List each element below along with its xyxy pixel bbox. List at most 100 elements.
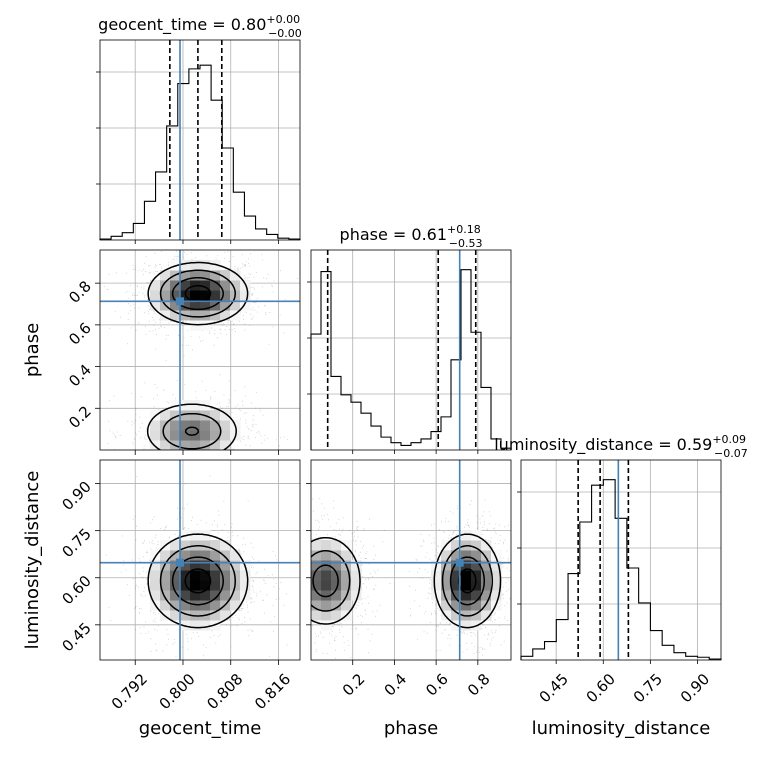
density-cell bbox=[160, 590, 171, 601]
density-cell bbox=[170, 280, 181, 291]
x-axis-label-luminosity_distance: luminosity_distance bbox=[532, 718, 711, 739]
histogram-panel-phase: phase = 0.61+0.18 −0.53 bbox=[307, 223, 512, 454]
density-cell bbox=[190, 550, 201, 561]
density-cell bbox=[170, 610, 181, 621]
density-cell bbox=[200, 270, 211, 281]
x-axis-label-phase: phase bbox=[384, 718, 438, 739]
density-cell bbox=[180, 610, 191, 621]
density-cell bbox=[331, 610, 342, 621]
density-cell bbox=[481, 590, 492, 601]
density-cell bbox=[341, 570, 352, 581]
density-cell bbox=[200, 260, 211, 271]
y-axis-label-luminosity_distance: luminosity_distance bbox=[22, 471, 43, 650]
density-cell bbox=[170, 540, 181, 551]
density-cell bbox=[180, 600, 191, 611]
density-cell bbox=[210, 580, 221, 591]
density-cell bbox=[160, 600, 171, 611]
tick-label-x: 0.60 bbox=[583, 670, 619, 706]
density-cell bbox=[210, 570, 221, 581]
x-axis-label-geocent_time: geocent_time bbox=[139, 718, 262, 739]
density-cell bbox=[170, 560, 181, 571]
density-cell bbox=[170, 550, 181, 561]
density-cell bbox=[160, 310, 171, 321]
density-cell bbox=[230, 550, 241, 561]
density-cell bbox=[190, 530, 201, 541]
density-cell bbox=[321, 600, 332, 611]
density-cell bbox=[321, 580, 332, 591]
density-cell bbox=[160, 580, 171, 591]
2d-frame-geocent_time_phase bbox=[99, 249, 301, 451]
density-cell bbox=[170, 310, 181, 321]
density-cell bbox=[481, 600, 492, 611]
density-cell bbox=[170, 590, 181, 601]
density-cell bbox=[240, 570, 251, 581]
density-cell bbox=[210, 270, 221, 281]
density-cell bbox=[230, 270, 241, 281]
density-cell bbox=[461, 580, 472, 591]
density-cell bbox=[321, 550, 332, 561]
density-cell bbox=[190, 440, 201, 450]
density-cell bbox=[230, 590, 241, 601]
density-cell bbox=[200, 290, 211, 301]
density-cell bbox=[441, 560, 452, 571]
density-cell bbox=[150, 440, 161, 450]
density-cell bbox=[220, 280, 231, 291]
density-cell bbox=[441, 550, 452, 561]
tick-label-x: 0.4 bbox=[381, 670, 411, 700]
density-cell bbox=[170, 600, 181, 611]
density-cell bbox=[190, 270, 201, 281]
density-cell bbox=[220, 560, 231, 571]
density-cell bbox=[190, 290, 201, 301]
density-cell bbox=[200, 440, 211, 450]
contour-level bbox=[184, 568, 212, 594]
density-cell bbox=[150, 550, 161, 561]
density-cell bbox=[160, 430, 171, 441]
density-cell bbox=[150, 430, 161, 441]
density-cell bbox=[441, 570, 452, 581]
density-cell bbox=[331, 570, 342, 581]
density-cell bbox=[311, 540, 322, 551]
density-cell bbox=[441, 610, 452, 621]
density-cell bbox=[180, 550, 191, 561]
density-cell bbox=[441, 580, 452, 591]
density-cell bbox=[220, 580, 231, 591]
density-cell bbox=[180, 570, 191, 581]
density-cell bbox=[150, 420, 161, 431]
density-cell bbox=[150, 290, 161, 301]
density-cell bbox=[170, 300, 181, 311]
density-cell bbox=[220, 540, 231, 551]
histogram-step-luminosity_distance bbox=[520, 479, 722, 660]
density-cell bbox=[180, 580, 191, 591]
density-cell bbox=[160, 550, 171, 561]
density-cell bbox=[150, 580, 161, 591]
contour-level bbox=[146, 261, 249, 450]
density-cell bbox=[230, 560, 241, 571]
2d-frame-geocent_time_luminosity_distance bbox=[99, 459, 301, 661]
tick-label-x: 0.800 bbox=[156, 670, 199, 713]
density-cell bbox=[451, 600, 462, 611]
density-cell bbox=[230, 310, 241, 321]
density-cell bbox=[331, 560, 342, 571]
density-cell bbox=[471, 600, 482, 611]
density-cell bbox=[481, 570, 492, 581]
density-cell bbox=[220, 430, 231, 441]
density-cell bbox=[210, 410, 221, 421]
density-cell bbox=[311, 570, 322, 581]
density-cell bbox=[331, 590, 342, 601]
density-cell bbox=[341, 580, 352, 591]
density-cell bbox=[441, 600, 452, 611]
tick-label-x: 0.816 bbox=[251, 670, 294, 713]
density-cell bbox=[461, 570, 472, 581]
histogram-panel-luminosity_distance: luminosity_distance = 0.59+0.09 −0.07 bbox=[494, 433, 748, 664]
density-cell bbox=[160, 270, 171, 281]
tick-label-x: 0.808 bbox=[203, 670, 246, 713]
truth-marker bbox=[176, 558, 184, 567]
density-cell bbox=[471, 590, 482, 601]
density-cell bbox=[451, 580, 462, 591]
density-cell bbox=[341, 550, 352, 561]
density-cell bbox=[200, 570, 211, 581]
density-cell bbox=[240, 580, 251, 591]
density-cell bbox=[230, 300, 241, 311]
